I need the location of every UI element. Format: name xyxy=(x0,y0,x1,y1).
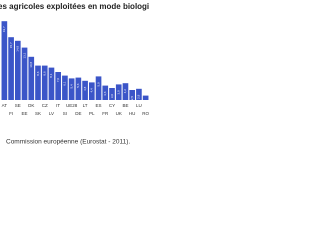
bar xyxy=(62,75,68,100)
x-tick-label: AT xyxy=(2,103,8,108)
x-tick-label: EE xyxy=(22,111,28,116)
x-tick-label: FI xyxy=(9,111,13,116)
bar xyxy=(115,84,122,100)
bar xyxy=(136,88,142,100)
x-tick-label: LU xyxy=(136,103,142,108)
bar xyxy=(88,82,95,100)
value-label: 4,4 xyxy=(90,88,94,93)
value-label: 5,6 xyxy=(76,83,80,88)
bar xyxy=(28,56,35,100)
bar xyxy=(68,78,75,100)
x-tick-label: FR xyxy=(102,111,109,116)
value-label: 13,1 xyxy=(22,52,26,58)
bar xyxy=(21,47,28,100)
value-label: 2,8 xyxy=(137,94,141,99)
source: Commission européenne (Eurostat - 2011). xyxy=(6,139,130,146)
value-label: 3,0 xyxy=(110,94,114,99)
x-tick-label: SE xyxy=(15,103,21,108)
x-tick-label: RO xyxy=(142,111,149,116)
bar xyxy=(35,65,41,100)
bar xyxy=(14,40,21,100)
value-label: 8,1 xyxy=(49,73,53,78)
bar xyxy=(129,90,136,100)
value-label: 8,6 xyxy=(43,71,47,76)
chart: es agricoles exploitées en mode biologi … xyxy=(0,2,150,146)
x-tick-label: SK xyxy=(35,111,41,116)
x-tick-label: CZ xyxy=(42,103,48,108)
bar xyxy=(48,67,55,100)
value-label: 2,5 xyxy=(130,96,134,101)
x-tick-label: LV xyxy=(49,111,54,116)
bar xyxy=(122,83,129,100)
x-tick-label: CY xyxy=(109,103,115,108)
x-tick-label: LT xyxy=(83,103,88,108)
x-tick-label: DE xyxy=(75,111,81,116)
bar xyxy=(55,72,62,100)
value-label: 7,0 xyxy=(56,78,60,83)
value-label: 3,6 xyxy=(103,91,107,96)
bar xyxy=(102,85,109,100)
x-tick-label: UE28 xyxy=(66,103,78,108)
value-label: 8,6 xyxy=(36,71,40,76)
value-label: 10,8 xyxy=(29,62,33,68)
value-label: 1,1 xyxy=(143,101,147,106)
chart-title: es agricoles exploitées en mode biologi xyxy=(0,2,149,11)
bar xyxy=(82,80,88,100)
value-label: 4,8 xyxy=(83,86,87,91)
value-label: 4,2 xyxy=(123,89,127,94)
bar xyxy=(142,95,149,100)
bar xyxy=(1,21,8,101)
value-label: 15,7 xyxy=(9,42,13,48)
bar xyxy=(109,88,115,100)
value-label: 19,7 xyxy=(2,26,6,32)
x-tick-label: UK xyxy=(116,111,122,116)
x-tick-label: ES xyxy=(96,103,102,108)
bar xyxy=(95,76,102,100)
x-tick-label: PL xyxy=(89,111,95,116)
bar xyxy=(8,37,14,100)
x-tick-label: HU xyxy=(129,111,136,116)
x-tick-label: SI xyxy=(63,111,67,116)
x-tick-label: IT xyxy=(56,103,60,108)
bar xyxy=(41,65,48,100)
value-label: 14,8 xyxy=(16,46,20,52)
bar xyxy=(75,77,82,100)
value-label: 3,9 xyxy=(117,90,121,95)
value-label: 5,4 xyxy=(69,84,73,89)
x-tick-label: BE xyxy=(122,103,128,108)
value-label: 6,1 xyxy=(63,81,67,86)
value-label: 5,9 xyxy=(96,82,100,87)
x-tick-label: DK xyxy=(28,103,34,108)
